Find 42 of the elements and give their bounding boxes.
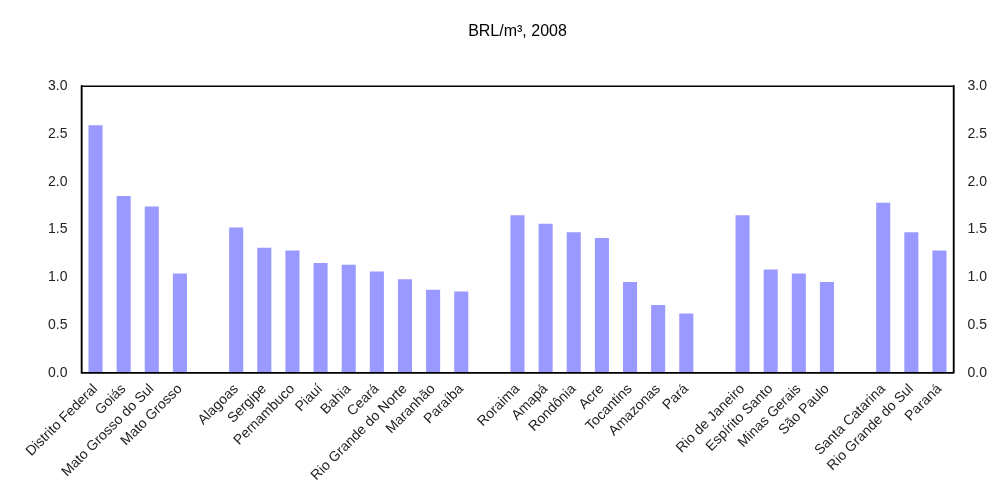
y2-tick-label: 3.0: [967, 77, 988, 94]
bar: [566, 232, 581, 373]
y2-tick-label: 0.5: [967, 315, 988, 332]
y2-tick-label: 2.5: [967, 124, 988, 141]
bar: [313, 262, 328, 373]
bar: [819, 282, 834, 373]
chart-title: BRL/m³, 2008: [468, 22, 567, 40]
bar: [622, 282, 638, 373]
y2-tick-label: 1.5: [967, 220, 988, 237]
bar: [454, 291, 469, 373]
y2-tick-label: 0.0: [967, 363, 988, 380]
bar: [763, 269, 778, 373]
bar: [285, 250, 300, 373]
bar: [116, 196, 131, 373]
y-tick-label: 1.5: [47, 220, 68, 237]
bar: [172, 273, 187, 373]
bar: [538, 223, 553, 373]
bar: [229, 227, 244, 373]
bar: [369, 271, 384, 373]
bar: [932, 250, 947, 373]
bar: [257, 247, 272, 373]
bar: [510, 215, 525, 373]
y-tick-label: 3.0: [47, 77, 68, 94]
bar: [426, 289, 441, 373]
bar: [904, 232, 919, 373]
y-tick-label: 0.0: [47, 363, 68, 380]
bar: [144, 206, 159, 373]
y2-tick-label: 1.0: [967, 268, 988, 285]
bar: [594, 238, 609, 373]
bar: [341, 264, 356, 373]
y-tick-label: 2.0: [47, 172, 68, 189]
bar: [791, 273, 806, 373]
bar: [876, 202, 891, 373]
y-tick-label: 0.5: [47, 315, 68, 332]
bar: [735, 215, 750, 373]
bar: [651, 304, 666, 373]
bar: [397, 279, 413, 373]
bar: [679, 313, 694, 373]
y-tick-label: 1.0: [47, 268, 68, 285]
y-tick-label: 2.5: [47, 124, 68, 141]
y2-tick-label: 2.0: [967, 172, 988, 189]
bar: [88, 125, 103, 373]
